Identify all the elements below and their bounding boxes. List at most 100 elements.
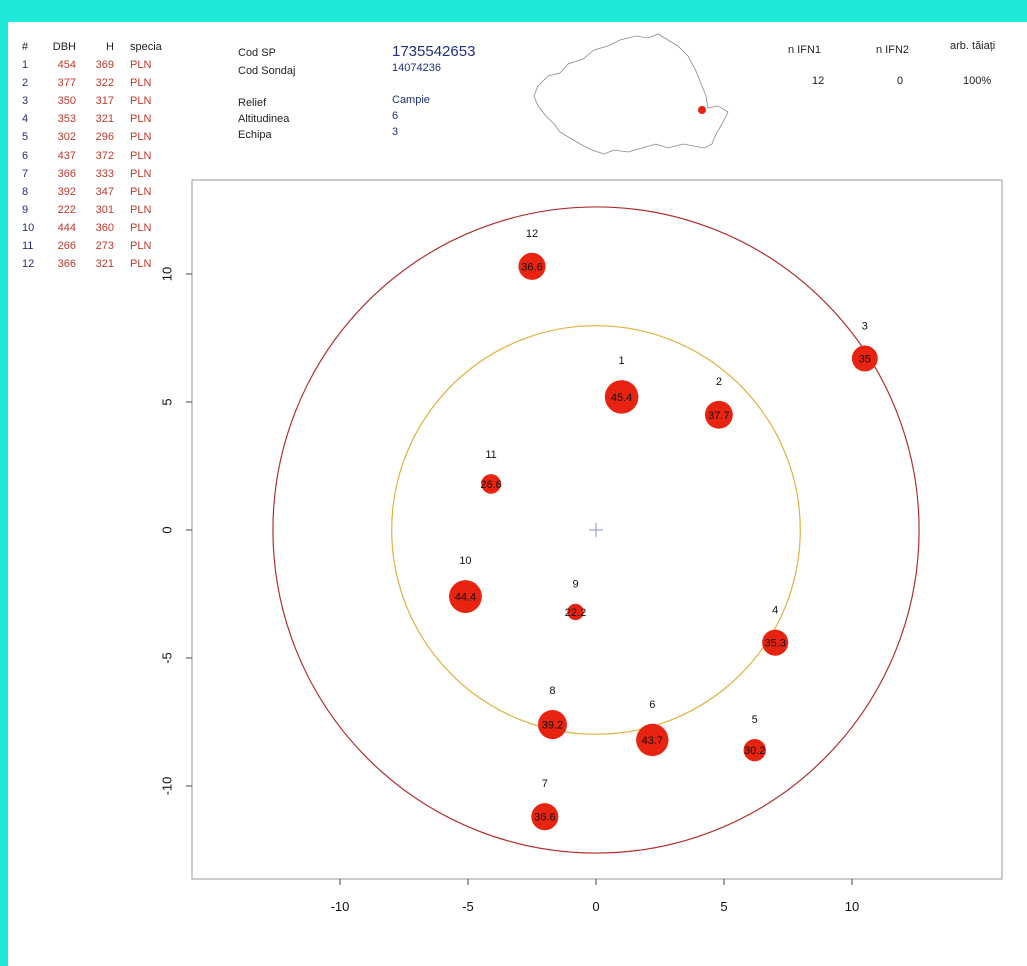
row-num: 2 [22, 77, 29, 90]
tree-point [704, 400, 733, 429]
outer-plot-circle [272, 206, 920, 854]
tree-dbh-label: 35.3 [764, 638, 785, 650]
row-h: 317 [95, 95, 114, 108]
tree-dbh-label: 35 [859, 353, 871, 365]
tree-id-label: 6 [649, 699, 655, 711]
tree-id-label: 7 [542, 778, 548, 790]
romania-outline [533, 33, 729, 155]
y-tick-label: 10 [159, 267, 174, 281]
x-tick-label: 10 [845, 899, 859, 914]
row-num: 8 [22, 185, 29, 198]
tree-point [481, 474, 501, 494]
row-num: 1 [22, 59, 29, 72]
col-dbh-header: DBH [52, 41, 76, 53]
cod-sp-value: 1735542653 [392, 43, 476, 60]
row-h: 296 [95, 131, 114, 144]
row-h: 369 [95, 59, 114, 72]
row-h: 321 [95, 113, 114, 126]
row-species: PLN [130, 77, 152, 90]
row-h: 301 [95, 203, 114, 216]
row-species: PLN [130, 258, 152, 271]
tree-point [567, 603, 584, 621]
x-tick-label: -5 [462, 899, 474, 914]
tree-dbh-label: 36.6 [534, 812, 555, 824]
ifn1-label: n IFN1 [788, 44, 822, 56]
tree-dbh-label: 39.2 [542, 720, 563, 732]
tree-dbh-label: 30.2 [744, 745, 765, 757]
row-h: 321 [95, 258, 114, 271]
row-h: 333 [95, 167, 114, 180]
row-dbh: 366 [57, 167, 76, 180]
relief-label: Relief [238, 97, 267, 109]
y-tick-label: -10 [159, 777, 174, 796]
row-species: PLN [130, 240, 152, 253]
cod-sp-label: Cod SP [238, 47, 276, 59]
row-dbh: 266 [57, 240, 76, 253]
tree-point [531, 803, 559, 831]
row-species: PLN [130, 167, 152, 180]
row-dbh: 377 [57, 77, 76, 90]
plot-chart: -10 -5 0 5 10 -10 -5 0 5 10 45.4 1 37.7 2 35 3 35.3 4 30.2… [159, 179, 1003, 914]
row-num: 11 [22, 240, 34, 253]
row-h: 372 [95, 149, 114, 162]
row-num: 4 [22, 113, 29, 126]
cut-label: arb. tăiați [950, 40, 996, 52]
cut-value: 100% [963, 75, 992, 87]
x-tick-label: 0 [592, 899, 599, 914]
tree-id-label: 12 [526, 228, 538, 240]
tree-dbh-label: 22.2 [565, 607, 586, 619]
tree-dbh-label: 37.7 [708, 410, 729, 422]
row-h: 273 [95, 240, 114, 253]
tree-dbh-label: 45.4 [611, 392, 632, 404]
ifn2-value: 0 [897, 75, 904, 87]
row-species: PLN [130, 149, 152, 162]
row-dbh: 444 [57, 221, 76, 234]
row-species: PLN [130, 221, 152, 234]
x-tick-label: -10 [331, 899, 350, 914]
row-dbh: 366 [57, 258, 76, 271]
tree-id-label: 10 [459, 555, 471, 567]
tree-point [449, 580, 482, 613]
tree-id-label: 8 [549, 685, 555, 697]
inner-plot-circle [391, 325, 801, 735]
row-dbh: 222 [57, 203, 76, 216]
col-num-header: # [22, 41, 29, 53]
y-tick-label: -5 [159, 652, 174, 664]
tree-point [762, 629, 789, 656]
tree-id-label: 11 [485, 449, 496, 461]
row-dbh: 353 [57, 113, 76, 126]
tree-dbh-label: 43.7 [642, 735, 663, 747]
cod-sondaj-label: Cod Sondaj [238, 65, 296, 77]
tree-id-label: 9 [572, 579, 578, 591]
row-num: 3 [22, 95, 29, 108]
row-h: 322 [95, 77, 114, 90]
row-num: 6 [22, 149, 29, 162]
altitudinea-value: 6 [392, 110, 399, 122]
cod-sondaj-value: 14074236 [392, 62, 441, 74]
row-species: PLN [130, 113, 152, 126]
row-dbh: 302 [57, 131, 76, 144]
row-h: 360 [95, 221, 114, 234]
row-species: PLN [130, 185, 152, 198]
tree-point [604, 380, 639, 414]
tree-point [743, 738, 766, 762]
row-dbh: 350 [57, 95, 76, 108]
x-tick-label: 5 [720, 899, 727, 914]
row-num: 12 [22, 258, 35, 271]
row-dbh: 437 [57, 149, 76, 162]
tree-point [636, 723, 669, 757]
tree-point [851, 345, 878, 372]
relief-value: Campie [392, 94, 430, 106]
row-dbh: 392 [57, 185, 76, 198]
echipa-value: 3 [392, 126, 399, 138]
row-species: PLN [130, 59, 152, 72]
ifn2-label: n IFN2 [876, 44, 910, 56]
tree-dbh-label: 36.6 [521, 261, 542, 273]
row-num: 9 [22, 203, 29, 216]
echipa-label: Echipa [238, 129, 272, 141]
row-dbh: 454 [57, 59, 76, 72]
location-marker [698, 106, 706, 114]
tree-id-label: 4 [772, 605, 778, 617]
row-num: 10 [22, 221, 35, 234]
row-species: PLN [130, 95, 152, 108]
